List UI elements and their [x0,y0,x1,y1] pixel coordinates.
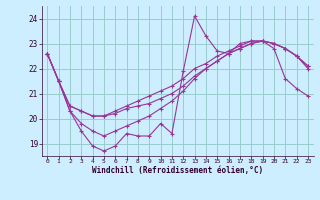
X-axis label: Windchill (Refroidissement éolien,°C): Windchill (Refroidissement éolien,°C) [92,166,263,175]
